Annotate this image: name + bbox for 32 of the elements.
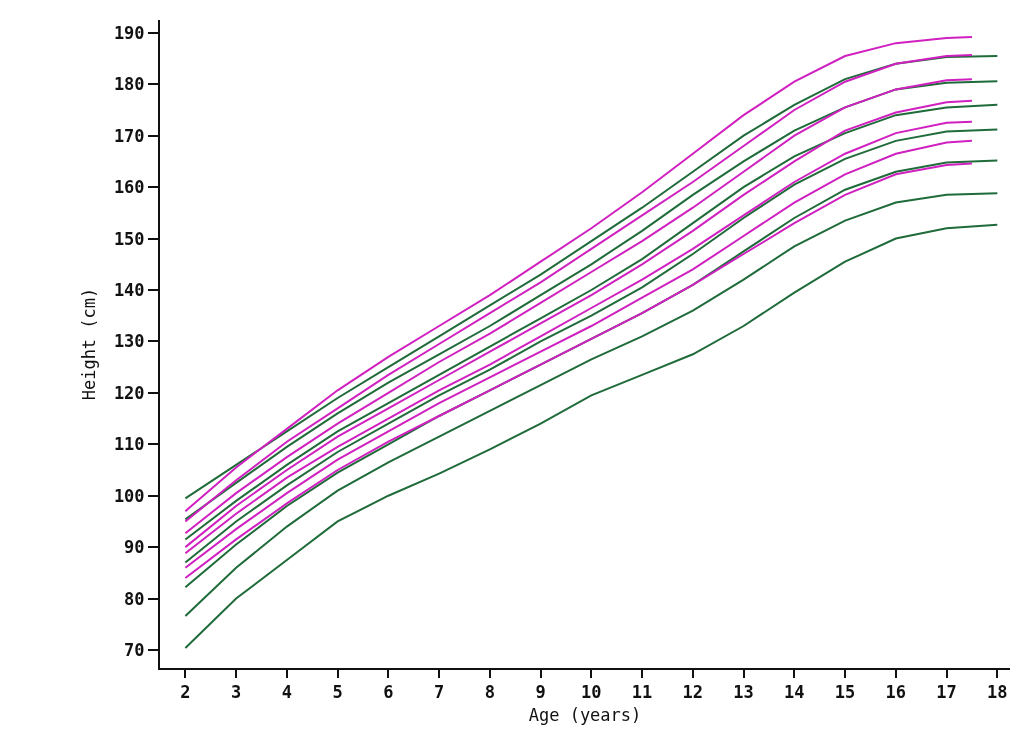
- x-tick-label: 6: [383, 682, 394, 703]
- y-tick-label: 150: [113, 228, 145, 249]
- x-tick-label: 16: [885, 682, 907, 703]
- y-tick-label: 70: [124, 639, 145, 660]
- y-tick-label: 130: [113, 331, 145, 352]
- y-tick-label: 140: [113, 279, 145, 300]
- x-tick-label: 15: [834, 682, 856, 703]
- x-axis-title: Age (years): [528, 705, 642, 726]
- x-tick-label: 4: [281, 682, 292, 703]
- y-tick-label: 160: [113, 177, 145, 198]
- x-tick-label: 17: [936, 682, 957, 703]
- x-tick-label: 7: [433, 682, 445, 703]
- x-tick-label: 8: [484, 682, 495, 703]
- y-tick-label: 120: [113, 382, 145, 403]
- y-tick-label: 180: [113, 74, 145, 95]
- x-tick-label: 12: [682, 682, 704, 703]
- x-tick-label: 11: [631, 682, 653, 703]
- y-tick-label: 100: [113, 485, 145, 506]
- x-tick-label: 13: [733, 682, 754, 703]
- y-axis-title: Height (cm): [78, 287, 99, 401]
- x-tick-label: 2: [180, 682, 191, 703]
- x-tick-label: 9: [535, 682, 546, 703]
- y-tick-label: 170: [113, 125, 145, 146]
- y-tick-label: 90: [124, 537, 145, 558]
- y-tick-label: 110: [113, 434, 145, 455]
- y-tick-label: 190: [113, 22, 145, 43]
- x-tick-label: 3: [230, 682, 242, 703]
- x-tick-label: 5: [332, 682, 343, 703]
- x-tick-label: 14: [784, 682, 805, 703]
- x-tick-label: 18: [987, 682, 1008, 703]
- x-tick-label: 10: [581, 682, 602, 703]
- y-tick-label: 80: [124, 588, 145, 609]
